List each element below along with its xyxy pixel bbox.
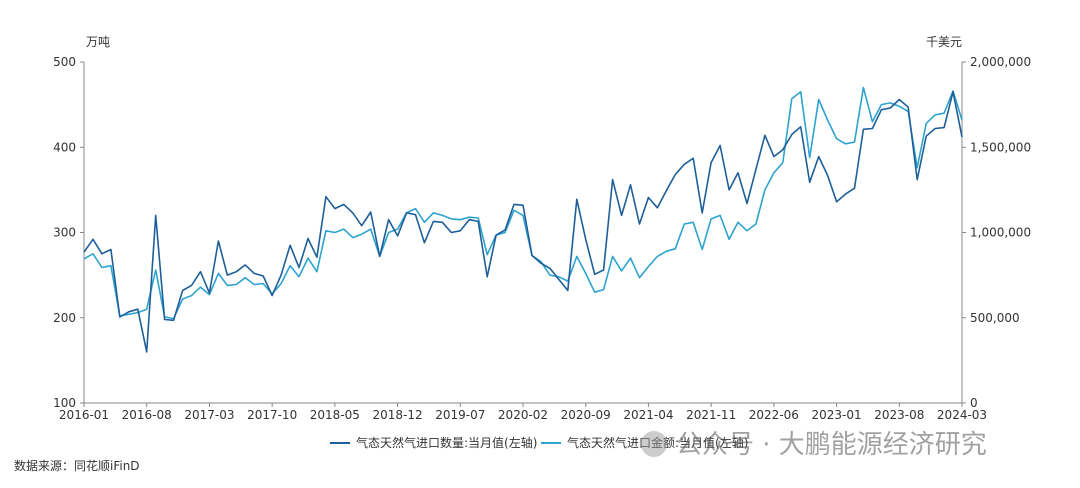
x-tick-label: 2016-01 (59, 408, 109, 422)
watermark: 公众号 · 大鹏能源经济研究 (641, 430, 987, 460)
x-tick-label: 2020-02 (498, 408, 548, 422)
x-tick-label: 2016-08 (122, 408, 172, 422)
x-tick-label: 2023-08 (874, 408, 924, 422)
x-tick-label: 2018-12 (373, 408, 423, 422)
x-tick-label: 2024-03 (937, 408, 987, 422)
series-line-quantity (83, 91, 963, 353)
left-tick-label: 100 (53, 396, 76, 410)
x-tick-label: 2019-07 (435, 408, 485, 422)
x-tick-label: 2022-06 (749, 408, 799, 422)
right-tick-label: 500,000 (970, 311, 1020, 325)
left-tick-label: 400 (53, 140, 76, 154)
watermark-text: 公众号 · 大鹏能源经济研究 (676, 430, 987, 460)
right-tick-label: 1,000,000 (970, 226, 1031, 240)
x-tick-label: 2023-01 (812, 408, 862, 422)
left-axis-unit: 万吨 (86, 35, 110, 49)
legend-label-quantity: 气态天然气进口数量:当月值(左轴) (356, 435, 537, 450)
series-line-amount (83, 86, 963, 320)
series-layer (83, 86, 963, 353)
data-source: 数据来源：同花顺iFinD (14, 458, 140, 473)
right-tick-label: 0 (970, 396, 978, 410)
right-axis-unit: 千美元 (926, 35, 962, 49)
x-ticks: 2016-01 2016-08 2017-03 2017-10 2018-05 2018-… (59, 403, 987, 422)
left-tick-label: 300 (53, 226, 76, 240)
right-y-ticks: 0 500,000 1,000,000 1,500,000 2,000,000 (962, 55, 1031, 410)
wechat-icon (641, 431, 667, 457)
x-tick-label: 2017-10 (247, 408, 297, 422)
left-tick-label: 500 (53, 55, 76, 69)
right-tick-label: 2,000,000 (970, 55, 1031, 69)
left-y-ticks: 100 200 300 400 500 (53, 55, 84, 410)
x-tick-label: 2021-11 (686, 408, 736, 422)
x-tick-label: 2021-04 (623, 408, 673, 422)
right-tick-label: 1,500,000 (970, 140, 1031, 154)
x-tick-label: 2020-09 (561, 408, 611, 422)
left-tick-label: 200 (53, 311, 76, 325)
x-tick-label: 2017-03 (184, 408, 234, 422)
x-tick-label: 2018-05 (310, 408, 360, 422)
